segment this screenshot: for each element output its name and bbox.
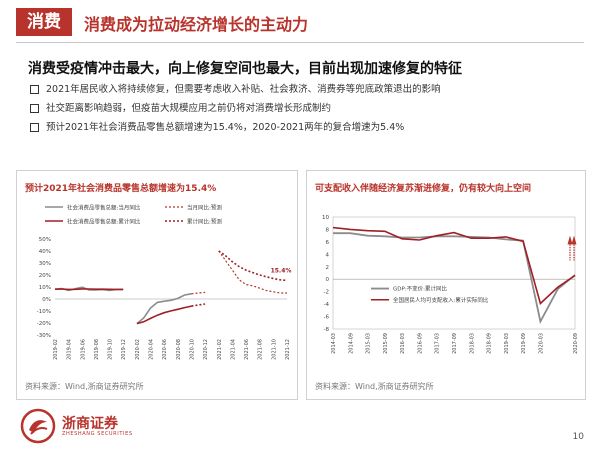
x-tick-label: 2020-03 — [538, 333, 544, 354]
y-tick-label: -4 — [324, 302, 330, 308]
y-tick-label: -10% — [37, 309, 51, 315]
y-tick-label: 50% — [39, 237, 51, 243]
x-tick-label: 2016-09 — [417, 333, 423, 354]
square-bullet-icon — [30, 85, 39, 94]
series-line — [333, 232, 576, 325]
left-chart-title: 预计2021年社会消费品零售总额增速为15.4% — [25, 184, 217, 194]
y-tick-label: 40% — [39, 249, 51, 255]
brand-name-en: ZHESHANG SECURITIES — [62, 431, 133, 437]
x-tick-label: 2020-09 — [573, 333, 579, 354]
x-tick-label: 2018-09 — [487, 333, 493, 354]
legend-label: 全国居民人均可支配收入:累计实际同比 — [393, 296, 489, 304]
y-tick-label: -8 — [324, 327, 330, 333]
x-tick-label: 2015-03 — [366, 333, 372, 354]
x-tick-label: 2014-09 — [348, 333, 354, 354]
y-tick-label: 2 — [326, 265, 330, 271]
square-bullet-icon — [30, 104, 39, 113]
legend-label: 累计同比:预测 — [187, 218, 222, 226]
y-tick-label: 30% — [39, 261, 51, 267]
y-tick-label: -20% — [37, 321, 51, 327]
x-tick-label: 2020-08 — [176, 339, 182, 360]
x-tick-label: 2014-03 — [331, 333, 337, 354]
recovery-arrowhead-icon — [571, 235, 577, 245]
bullet-list: 2021年居民收入将持续修复，但需要考虑收入补贴、社会救济、消费券等兜底政策退出… — [28, 80, 588, 137]
left-chart-panel: 预计2021年社会消费品零售总额增速为15.4% 社会消费品零售总额:当月同比社… — [16, 170, 298, 400]
header-divider — [16, 42, 584, 43]
bullet-text: 预计2021年社会消费品零售总额增速为15.4%，2020-2021两年的复合增… — [46, 122, 405, 133]
x-tick-label: 2020-04 — [149, 339, 155, 360]
x-tick-label: 2019-04 — [67, 339, 73, 360]
legend-label: 当月同比:预测 — [187, 204, 222, 212]
section-tag: 消费 — [16, 8, 72, 36]
x-tick-label: 2019-06 — [80, 339, 86, 360]
x-tick-label: 2021-08 — [258, 339, 264, 360]
series-line — [191, 250, 288, 307]
y-tick-label: -2 — [324, 290, 329, 296]
x-tick-label: 2021-04 — [230, 339, 236, 360]
legend-label: 社会消费品零售总额:当月同比 — [67, 204, 141, 212]
page-number: 10 — [572, 432, 584, 442]
x-tick-label: 2020-12 — [203, 339, 209, 360]
x-tick-label: 2019-10 — [108, 339, 114, 360]
y-tick-label: -30% — [37, 333, 51, 339]
series-line — [54, 286, 192, 325]
x-tick-label: 2019-12 — [121, 339, 127, 360]
bullet-item: 预计2021年社会消费品零售总额增速为15.4%，2020-2021两年的复合增… — [28, 118, 588, 137]
y-tick-label: 0 — [326, 277, 330, 283]
forecast-annotation: 15.4% — [271, 268, 292, 275]
y-tick-label: 4 — [326, 252, 330, 258]
recovery-arrowhead-icon — [567, 235, 573, 245]
series-line — [332, 226, 576, 305]
y-tick-label: 0% — [42, 297, 51, 303]
right-chart-panel: 可支配收入伴随经济复苏渐进修复，仍有较大向上空间 -8 -6 -4 -2 0 2 4 6 8 10… — [306, 170, 586, 400]
x-tick-label: 2021-12 — [285, 339, 291, 360]
x-tick-label: 2018-03 — [469, 333, 475, 354]
x-tick-label: 2015-09 — [383, 333, 389, 354]
x-tick-label: 2021-02 — [217, 339, 223, 360]
x-tick-label: 2019-02 — [53, 339, 59, 360]
right-chart-title: 可支配收入伴随经济复苏渐进修复，仍有较大向上空间 — [315, 184, 532, 194]
slide-subtitle: 消费受疫情冲击最大，向上修复空间也最大，目前出现加速修复的特征 — [28, 61, 462, 77]
y-tick-label: 6 — [326, 240, 330, 246]
x-tick-label: 2016-03 — [400, 333, 406, 354]
x-tick-label: 2020-10 — [189, 339, 195, 360]
legend-label: GDP:不变价:累计同比 — [393, 285, 448, 293]
x-tick-label: 2020-06 — [162, 339, 168, 360]
y-tick-label: 20% — [39, 273, 51, 279]
right-chart-source: 资料来源：Wind,浙商证券研究所 — [315, 382, 434, 391]
x-tick-label: 2017-09 — [452, 333, 458, 354]
bullet-text: 2021年居民收入将持续修复，但需要考虑收入补贴、社会救济、消费券等兜底政策退出… — [46, 84, 441, 95]
legend-label: 社会消费品零售总额:累计同比 — [67, 218, 141, 226]
y-tick-label: 10 — [322, 215, 329, 221]
x-tick-label: 2021-06 — [244, 339, 250, 360]
x-tick-label: 2020-02 — [135, 339, 141, 360]
y-tick-label: 8 — [326, 227, 330, 233]
brand-name: 浙商证券 — [62, 416, 118, 432]
left-chart-source: 资料来源：Wind,浙商证券研究所 — [25, 382, 144, 391]
right-line-chart: -8 -6 -4 -2 0 2 4 6 8 10 2014-03 2014-09 2015-03 2015… — [322, 215, 579, 354]
x-tick-label: 2019-08 — [94, 339, 100, 360]
square-bullet-icon — [30, 123, 39, 132]
series-line — [54, 288, 192, 325]
y-tick-label: 10% — [39, 285, 51, 291]
bullet-item: 2021年居民收入将持续修复，但需要考虑收入补贴、社会救济、消费券等兜底政策退出… — [28, 80, 588, 99]
bullet-text: 社交距离影响趋弱，但疫苗大规模应用之前仍将对消费增长形成制约 — [46, 103, 332, 114]
bullet-item: 社交距离影响趋弱，但疫苗大规模应用之前仍将对消费增长形成制约 — [28, 99, 588, 118]
x-tick-label: 2017-03 — [435, 333, 441, 354]
plot-frame — [332, 216, 576, 330]
slide-title: 消费成为拉动经济增长的主动力 — [84, 15, 309, 34]
brand-logo-icon — [20, 408, 56, 444]
x-tick-label: 2021-10 — [271, 339, 277, 360]
x-tick-label: 2019-03 — [504, 333, 510, 354]
x-tick-label: 2019-09 — [521, 333, 527, 354]
y-tick-label: -6 — [324, 315, 330, 321]
